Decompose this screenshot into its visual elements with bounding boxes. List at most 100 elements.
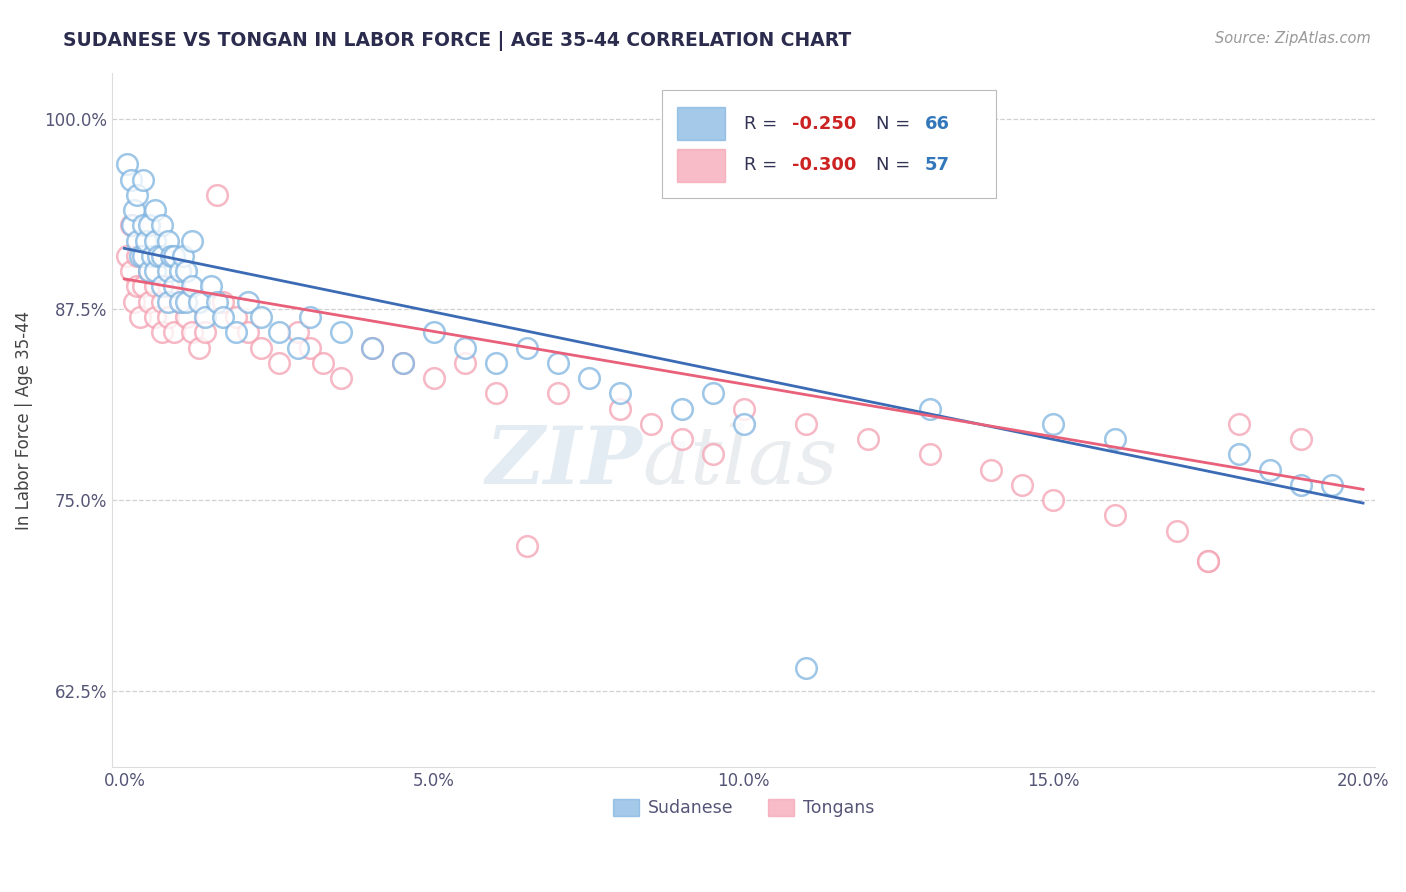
Point (120, 264, 142, 278)
Point (640, 417, 662, 431)
Point (485, 386, 508, 401)
Point (138, 294, 160, 309)
Text: 66: 66 (924, 115, 949, 133)
Point (143, 279, 166, 293)
Point (141, 249, 163, 263)
Point (454, 341, 477, 355)
Point (163, 249, 186, 263)
Point (1258, 462, 1281, 476)
Point (122, 203, 145, 218)
Point (163, 279, 186, 293)
Point (120, 219, 142, 233)
Point (169, 294, 191, 309)
Text: atlas: atlas (643, 423, 838, 500)
Point (794, 417, 817, 431)
Point (207, 294, 229, 309)
Point (485, 356, 508, 370)
Point (1197, 554, 1219, 568)
Point (138, 264, 160, 278)
Point (125, 234, 148, 248)
Point (150, 325, 173, 339)
Point (1320, 477, 1343, 491)
Point (392, 356, 415, 370)
Text: SUDANESE VS TONGAN IN LABOR FORCE | AGE 35-44 CORRELATION CHART: SUDANESE VS TONGAN IN LABOR FORCE | AGE … (63, 31, 852, 51)
Point (174, 310, 197, 324)
Point (269, 356, 291, 370)
Point (311, 356, 333, 370)
Point (143, 310, 166, 324)
Point (132, 173, 155, 187)
Point (702, 447, 724, 461)
Point (1104, 432, 1126, 446)
Point (547, 356, 569, 370)
Point (733, 417, 755, 431)
Point (1289, 432, 1312, 446)
Point (1227, 417, 1250, 431)
Point (980, 462, 1002, 476)
Point (150, 279, 173, 293)
Point (174, 294, 197, 309)
Point (1104, 508, 1126, 523)
Point (132, 279, 155, 293)
Point (238, 325, 260, 339)
Point (1289, 477, 1312, 491)
Point (609, 401, 631, 416)
Point (1166, 524, 1188, 538)
Point (794, 661, 817, 675)
Point (423, 371, 446, 385)
Point (132, 219, 155, 233)
Point (117, 157, 139, 171)
Point (121, 219, 143, 233)
Point (207, 188, 229, 202)
Point (249, 310, 271, 324)
Point (578, 371, 600, 385)
Point (156, 264, 179, 278)
Point (330, 325, 353, 339)
Point (143, 264, 166, 278)
Point (733, 401, 755, 416)
Point (150, 294, 173, 309)
Point (238, 294, 260, 309)
Point (128, 249, 150, 263)
FancyBboxPatch shape (662, 90, 997, 198)
Point (169, 264, 191, 278)
Point (156, 310, 179, 324)
Point (392, 356, 415, 370)
Point (299, 310, 322, 324)
FancyBboxPatch shape (676, 107, 724, 140)
Point (128, 310, 150, 324)
Text: R =: R = (744, 156, 783, 174)
Point (516, 341, 538, 355)
Point (547, 386, 569, 401)
Point (225, 325, 247, 339)
Point (1197, 554, 1219, 568)
Point (125, 249, 148, 263)
Point (361, 341, 384, 355)
Point (135, 234, 157, 248)
Point (172, 249, 194, 263)
Point (117, 249, 139, 263)
Text: ZIP: ZIP (485, 423, 643, 500)
Point (702, 386, 724, 401)
Text: -0.300: -0.300 (792, 156, 856, 174)
Point (150, 249, 173, 263)
Point (120, 173, 142, 187)
Point (454, 356, 477, 370)
Point (159, 249, 181, 263)
Point (174, 264, 197, 278)
Point (423, 325, 446, 339)
Point (249, 341, 271, 355)
Point (1042, 493, 1064, 508)
Point (143, 234, 166, 248)
Point (156, 234, 179, 248)
Point (132, 249, 155, 263)
Point (138, 219, 160, 233)
Point (330, 371, 353, 385)
Point (194, 325, 217, 339)
Point (212, 294, 235, 309)
Point (361, 341, 384, 355)
Point (609, 386, 631, 401)
Point (918, 401, 941, 416)
Point (148, 249, 170, 263)
Point (287, 325, 309, 339)
